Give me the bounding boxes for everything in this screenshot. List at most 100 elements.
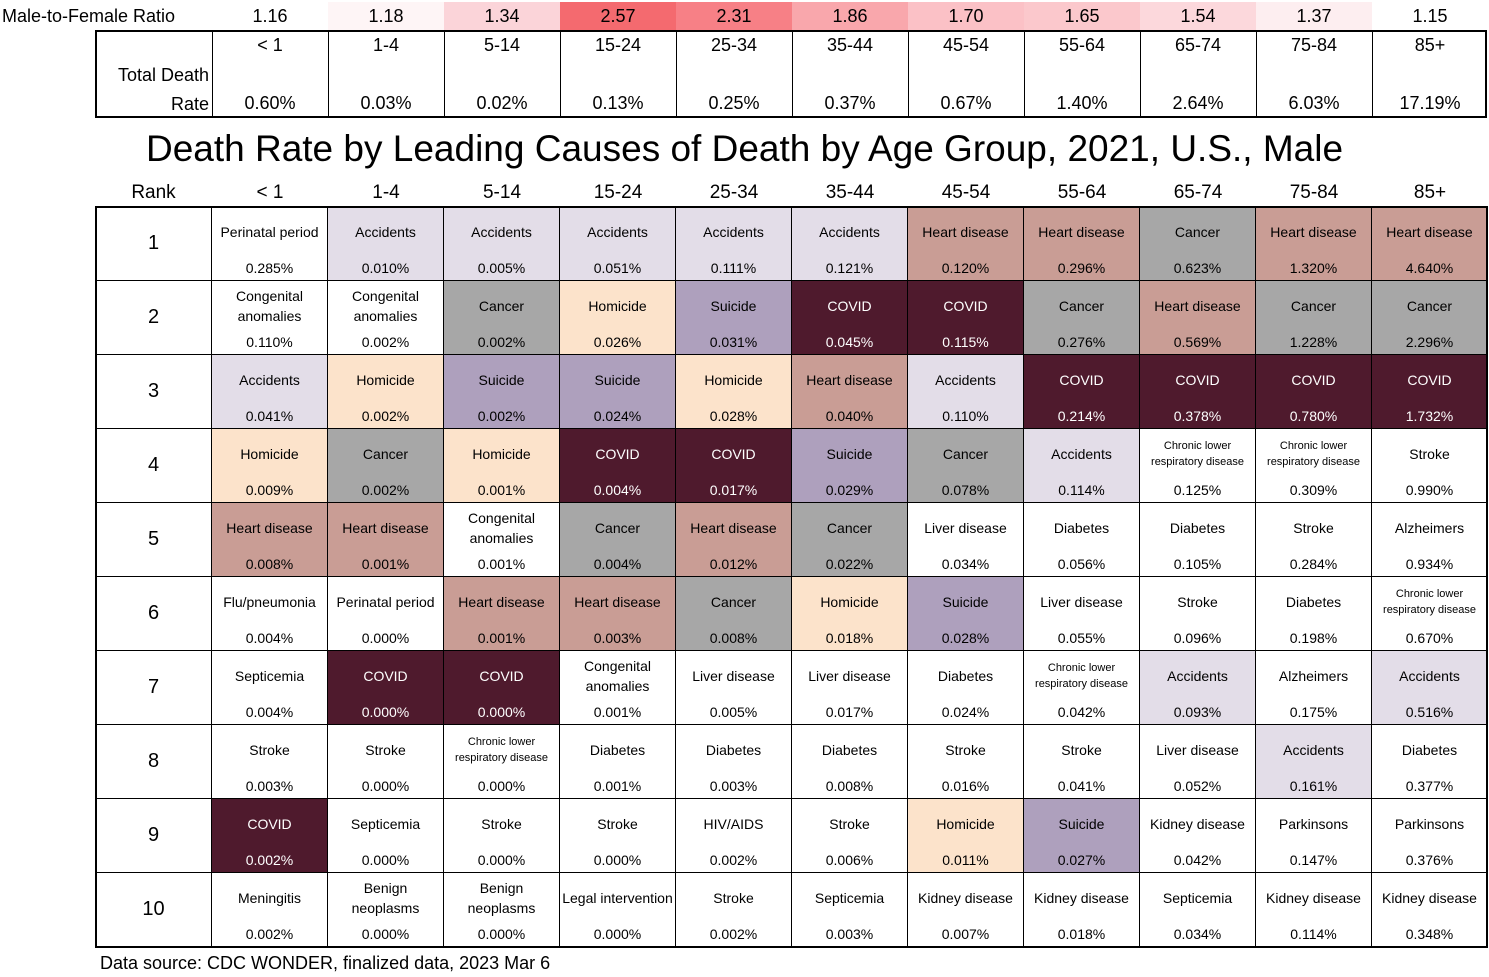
rank-table: 1 Perinatal period 0.285% Accidents 0.010% Ac… <box>95 206 1489 948</box>
cause-name: Legal intervention <box>562 890 673 906</box>
total-death-rate-value: 6.03% <box>1288 93 1340 113</box>
cause-cell: Heart disease 0.569% <box>1139 280 1256 355</box>
cause-name: Heart disease <box>574 594 661 610</box>
total-death-rate-value: 0.60% <box>244 93 296 113</box>
cause-rate: 0.001% <box>477 556 526 572</box>
data-source-note: Data source: CDC WONDER, finalized data,… <box>100 953 551 973</box>
rank-number: 3 <box>95 354 212 429</box>
rank-number: 4 <box>95 428 212 503</box>
cause-name: Cancer <box>826 520 873 536</box>
cause-cell: Suicide 0.027% <box>1023 798 1140 873</box>
cause-cell: Stroke 0.003% <box>211 724 328 799</box>
cause-name: Accidents <box>1051 446 1112 462</box>
ratio-cell: 1.15 <box>1372 2 1488 30</box>
cause-cell: Liver disease 0.017% <box>791 650 908 725</box>
cause-rate: 0.006% <box>825 852 874 868</box>
cause-name: Stroke <box>1061 742 1102 758</box>
age-group-label: 75-84 <box>1290 35 1338 55</box>
cause-name: Cancer <box>710 594 757 610</box>
ratio-cell: 1.65 <box>1024 2 1140 30</box>
cause-cell: Parkinsons 0.147% <box>1255 798 1372 873</box>
age-group-header: 5-14 <box>482 182 522 203</box>
cause-cell: Congenital anomalies 0.001% <box>559 650 676 725</box>
cause-rate: 0.000% <box>361 778 410 794</box>
cause-cell: Kidney disease 0.114% <box>1255 872 1372 947</box>
cause-cell: Congenital anomalies 0.001% <box>443 502 560 577</box>
cause-cell: Septicemia 0.000% <box>327 798 444 873</box>
cause-rate: 0.001% <box>593 704 642 720</box>
cause-rate: 0.096% <box>1173 630 1222 646</box>
cause-name: Kidney disease <box>1382 890 1477 906</box>
cause-cell: Cancer 0.078% <box>907 428 1024 503</box>
cause-cell: Alzheimers 0.934% <box>1371 502 1488 577</box>
cause-rate: 0.024% <box>593 408 642 424</box>
cause-cell: Accidents 0.121% <box>791 206 908 281</box>
cause-cell: Stroke 0.002% <box>675 872 792 947</box>
cause-rate: 0.042% <box>1057 704 1106 720</box>
cause-rate: 0.022% <box>825 556 874 572</box>
cause-name: COVID <box>595 446 640 462</box>
age-group-label: 85+ <box>1414 35 1446 55</box>
ratio-row-label: Male-to-Female Ratio <box>2 6 176 26</box>
cause-cell: Chronic lower respiratory disease 0.125% <box>1139 428 1256 503</box>
cause-rate: 0.004% <box>245 630 294 646</box>
cause-cell: Cancer 0.004% <box>559 502 676 577</box>
total-death-rate-value: 0.02% <box>476 93 528 113</box>
cause-rate: 0.029% <box>825 482 874 498</box>
cause-cell: Septicemia 0.034% <box>1139 872 1256 947</box>
total-death-rate-value: 0.37% <box>824 93 876 113</box>
cause-rate: 0.110% <box>246 334 293 350</box>
cause-rate: 0.120% <box>941 260 990 276</box>
cause-name: Septicemia <box>1162 890 1233 906</box>
cause-rate: 0.516% <box>1405 704 1454 720</box>
cause-name: Liver disease <box>924 520 1007 536</box>
cause-rate: 0.005% <box>477 260 526 276</box>
cause-name: Stroke <box>365 742 406 758</box>
cause-rate: 0.001% <box>361 556 410 572</box>
cause-cell: Accidents 0.051% <box>559 206 676 281</box>
cause-cell: Accidents 0.114% <box>1023 428 1140 503</box>
cause-cell: Stroke 0.041% <box>1023 724 1140 799</box>
cause-cell: Kidney disease 0.007% <box>907 872 1024 947</box>
cause-name: Liver disease <box>692 668 775 684</box>
cause-rate: 0.027% <box>1057 852 1106 868</box>
cause-cell: Kidney disease 0.042% <box>1139 798 1256 873</box>
cause-name: Accidents <box>355 224 416 240</box>
cause-name: Septicemia <box>350 816 421 832</box>
cause-name: Homicide <box>820 594 879 610</box>
cause-cell: Chronic lower respiratory disease 0.670% <box>1371 576 1488 651</box>
rank-number: 5 <box>95 502 212 577</box>
cause-rate: 0.052% <box>1173 778 1222 794</box>
cause-rate: 0.000% <box>361 630 410 646</box>
cause-cell: Diabetes 0.001% <box>559 724 676 799</box>
total-death-rate-label: Total Death Rate <box>117 65 209 114</box>
age-group-header: < 1 <box>256 182 284 203</box>
ratio-cell: 2.31 <box>676 2 792 30</box>
cause-name: COVID <box>711 446 756 462</box>
cause-name: Congenital anomalies <box>468 510 535 546</box>
age-group-header: 15-24 <box>593 182 643 203</box>
cause-name: Cancer <box>1174 224 1221 240</box>
cause-rate: 0.002% <box>709 926 758 942</box>
cause-rate: 0.008% <box>245 556 294 572</box>
cause-rate: 0.010% <box>361 260 410 276</box>
ratio-cell: 1.70 <box>908 2 1024 30</box>
cause-cell: Parkinsons 0.376% <box>1371 798 1488 873</box>
column-divider <box>792 32 793 118</box>
cause-name: Diabetes <box>1169 520 1226 536</box>
cause-cell: Chronic lower respiratory disease 0.309% <box>1255 428 1372 503</box>
cause-rate: 0.000% <box>477 704 526 720</box>
rank-number: 1 <box>95 206 212 281</box>
cause-name: Accidents <box>587 224 648 240</box>
cause-name: COVID <box>1407 372 1452 388</box>
cause-name: Stroke <box>829 816 870 832</box>
cause-name: COVID <box>827 298 872 314</box>
cause-rate: 0.002% <box>361 334 410 350</box>
cause-rate: 0.002% <box>477 408 526 424</box>
cause-cell: Suicide 0.029% <box>791 428 908 503</box>
cause-cell: Diabetes 0.377% <box>1371 724 1488 799</box>
cause-name: Meningitis <box>237 890 302 906</box>
cause-cell: Homicide 0.026% <box>559 280 676 355</box>
cause-rate: 0.018% <box>1057 926 1106 942</box>
cause-rate: 0.018% <box>825 630 874 646</box>
